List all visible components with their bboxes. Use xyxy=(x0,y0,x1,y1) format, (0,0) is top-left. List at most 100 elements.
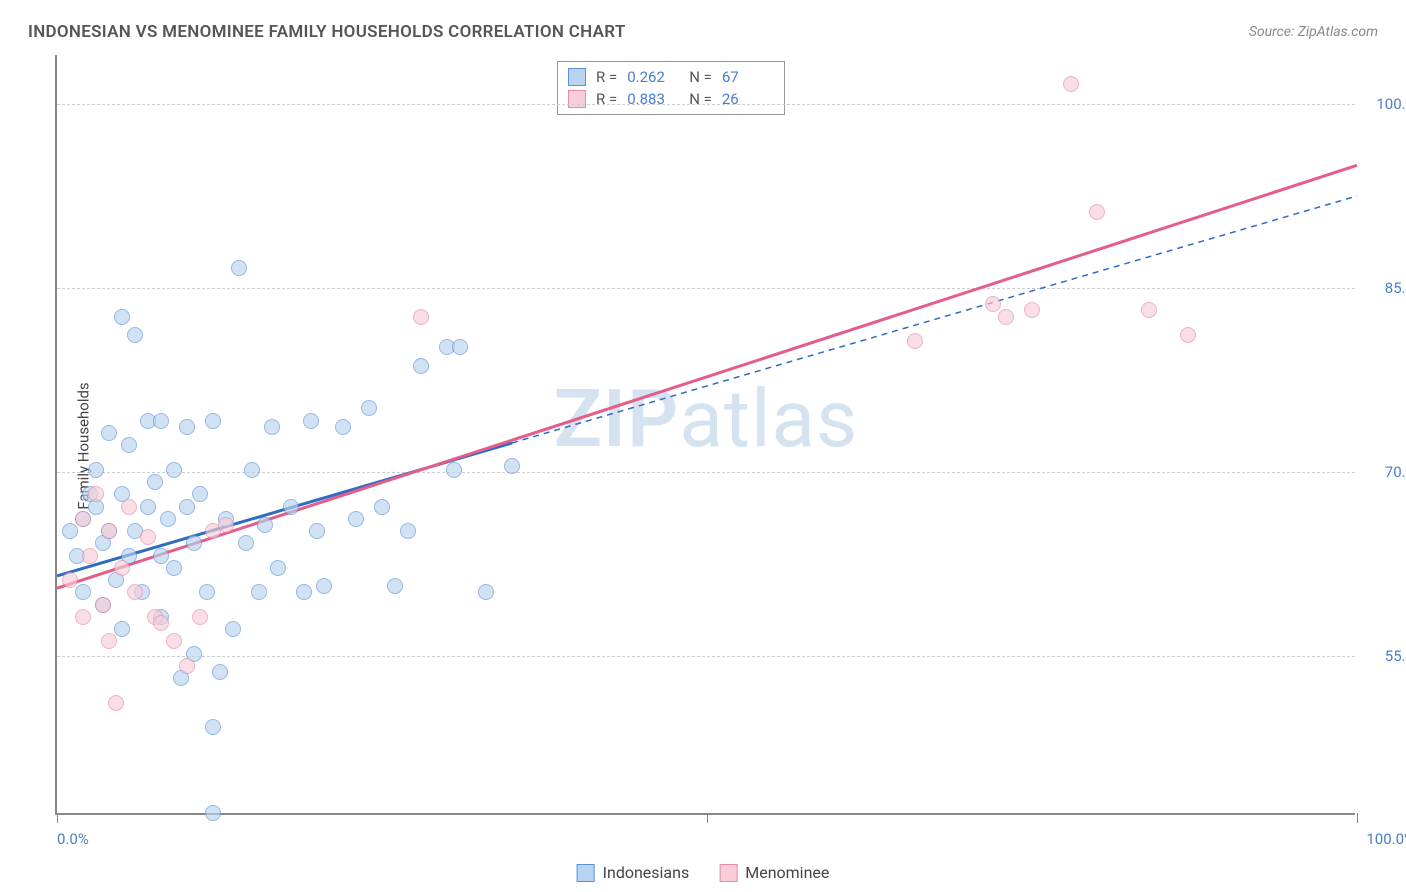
scatter-point xyxy=(361,400,377,416)
scatter-point xyxy=(998,309,1014,325)
scatter-point xyxy=(296,584,312,600)
scatter-point xyxy=(114,621,130,637)
scatter-point xyxy=(238,535,254,551)
scatter-point xyxy=(121,437,137,453)
scatter-point xyxy=(166,633,182,649)
scatter-point xyxy=(153,615,169,631)
scatter-point xyxy=(88,486,104,502)
x-tick xyxy=(1357,813,1358,823)
scatter-point xyxy=(108,695,124,711)
scatter-point xyxy=(179,658,195,674)
scatter-point xyxy=(446,462,462,478)
scatter-point xyxy=(153,413,169,429)
scatter-point xyxy=(244,462,260,478)
scatter-point xyxy=(504,458,520,474)
x-tick xyxy=(707,813,708,823)
scatter-point xyxy=(1024,302,1040,318)
legend-item: Menominee xyxy=(719,863,829,882)
source-attribution: Source: ZipAtlas.com xyxy=(1249,24,1378,40)
y-tick-label: 70.0% xyxy=(1365,463,1406,481)
r-label: R = xyxy=(596,68,617,86)
scatter-point xyxy=(166,462,182,478)
scatter-point xyxy=(205,413,221,429)
scatter-point xyxy=(62,523,78,539)
scatter-point xyxy=(413,309,429,325)
legend-swatch-icon xyxy=(568,90,586,108)
scatter-point xyxy=(1063,76,1079,92)
scatter-point xyxy=(179,419,195,435)
scatter-point xyxy=(374,499,390,515)
scatter-point xyxy=(270,560,286,576)
scatter-point xyxy=(478,584,494,600)
n-value: 67 xyxy=(722,68,774,86)
x-tick-label: 100.0% xyxy=(1366,830,1406,848)
y-tick-label: 85.0% xyxy=(1365,279,1406,297)
scatter-point xyxy=(199,584,215,600)
scatter-point xyxy=(387,578,403,594)
scatter-point xyxy=(75,584,91,600)
chart-title: INDONESIAN VS MENOMINEE FAMILY HOUSEHOLD… xyxy=(28,22,626,42)
scatter-point xyxy=(303,413,319,429)
scatter-point xyxy=(166,560,182,576)
scatter-point xyxy=(205,719,221,735)
scatter-point xyxy=(127,584,143,600)
n-label: N = xyxy=(689,68,712,86)
scatter-point xyxy=(335,419,351,435)
scatter-point xyxy=(413,358,429,374)
legend-label: Indonesians xyxy=(603,863,690,882)
scatter-point xyxy=(205,805,221,821)
scatter-point xyxy=(88,462,104,478)
scatter-point xyxy=(348,511,364,527)
r-value: 0.262 xyxy=(627,68,679,86)
scatter-point xyxy=(907,333,923,349)
scatter-point xyxy=(140,529,156,545)
scatter-point xyxy=(452,339,468,355)
y-tick-label: 100.0% xyxy=(1365,95,1406,113)
stats-row: R = 0.883 N = 26 xyxy=(568,88,774,110)
stats-row: R = 0.262 N = 67 xyxy=(568,66,774,88)
n-label: N = xyxy=(689,90,712,108)
scatter-point xyxy=(62,572,78,588)
scatter-point xyxy=(309,523,325,539)
scatter-point xyxy=(985,296,1001,312)
x-tick xyxy=(57,813,58,823)
series-legend: Indonesians Menominee xyxy=(577,863,830,882)
legend-swatch-icon xyxy=(577,864,595,882)
scatter-point xyxy=(75,511,91,527)
r-value: 0.883 xyxy=(627,90,679,108)
scatter-point xyxy=(257,517,273,533)
scatter-point xyxy=(400,523,416,539)
scatter-point xyxy=(82,548,98,564)
scatter-point xyxy=(283,499,299,515)
scatter-point xyxy=(192,609,208,625)
scatter-point xyxy=(186,535,202,551)
scatter-point xyxy=(1141,302,1157,318)
scatter-point xyxy=(218,517,234,533)
correlation-stats-box: R = 0.262 N = 67 R = 0.883 N = 26 xyxy=(557,61,785,115)
scatter-point xyxy=(225,621,241,637)
scatter-point xyxy=(114,309,130,325)
scatter-point xyxy=(160,511,176,527)
scatter-point xyxy=(192,486,208,502)
scatter-point xyxy=(231,260,247,276)
legend-swatch-icon xyxy=(719,864,737,882)
scatter-point xyxy=(101,523,117,539)
scatter-point xyxy=(147,474,163,490)
scatter-point xyxy=(179,499,195,515)
y-tick-label: 55.0% xyxy=(1365,647,1406,665)
legend-swatch-icon xyxy=(568,68,586,86)
scatter-point xyxy=(121,499,137,515)
legend-item: Indonesians xyxy=(577,863,690,882)
watermark-text: ZIPatlas xyxy=(554,372,859,466)
gridline xyxy=(57,288,1355,289)
scatter-point xyxy=(153,548,169,564)
r-label: R = xyxy=(596,90,617,108)
scatter-point xyxy=(101,425,117,441)
scatter-point xyxy=(95,597,111,613)
n-value: 26 xyxy=(722,90,774,108)
scatter-point xyxy=(264,419,280,435)
trend-lines xyxy=(57,55,1357,815)
x-tick-label: 0.0% xyxy=(57,830,89,848)
scatter-point xyxy=(127,327,143,343)
scatter-point xyxy=(114,560,130,576)
